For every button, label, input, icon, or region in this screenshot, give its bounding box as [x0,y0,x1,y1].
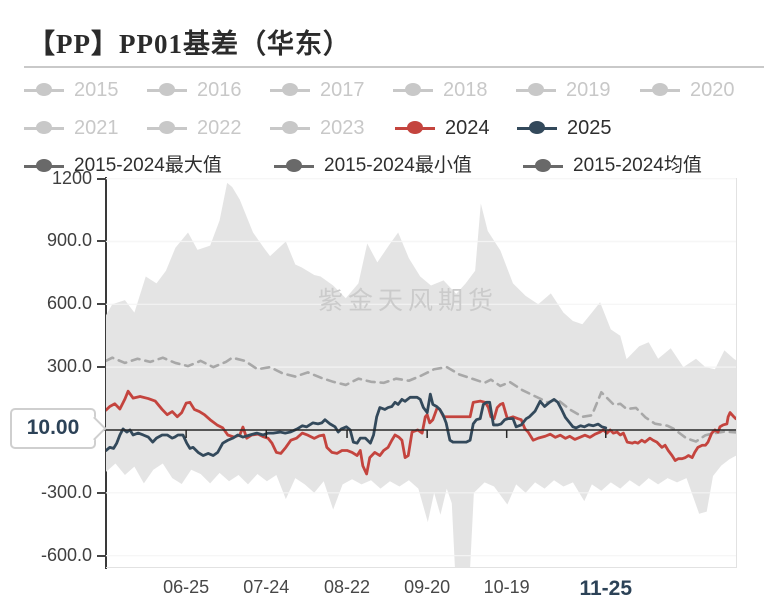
legend-marker-icon [517,120,557,136]
y-axis-label--600: -600.0 [40,544,92,565]
legend-marker-icon [270,120,310,136]
series-2025-line [106,392,608,457]
x-axis-label-08-22: 08-22 [324,577,371,597]
series-mean-line [106,356,737,443]
legend-marker-icon [24,82,64,98]
title-separator [24,66,764,68]
legend-marker-icon [395,120,435,136]
x-axis-label-11-25: 11-25 [579,577,633,600]
y-axis-label-600: 600.0 [46,293,92,314]
legend-item-2015-2024最小值[interactable]: 2015-2024最小值 [274,153,472,179]
legend-row-1: 2015 2016 2017 2018 2019 2020 [0,77,784,103]
y-axis-label--300: -300.0 [40,481,92,502]
legend-label: 2016 [197,79,242,101]
legend-label: 2018 [443,79,488,101]
legend-marker-icon [24,120,64,136]
legend-label: 2025 [567,117,612,139]
legend-row-3: 2015-2024最大值 2015-2024最小值 2015-2024均值 [0,153,784,179]
legend-label: 2015-2024均值 [573,155,702,176]
legend-item-2020[interactable]: 2020 [640,77,735,103]
y-axis-tick [97,303,106,306]
legend-item-2016[interactable]: 2016 [147,77,242,103]
legend-marker-icon [516,82,556,98]
legend-label: 2015-2024最小值 [324,155,472,176]
plot-bottom-border [106,567,737,568]
plot-right-border [736,178,737,568]
legend-marker-icon [270,82,310,98]
legend-marker-icon [640,82,680,98]
legend-label: 2020 [690,79,735,101]
legend-label: 2021 [74,117,119,139]
x-axis-label-06-25: 06-25 [163,577,210,597]
current-value-tag: 10.00 [10,407,107,449]
legend-marker-icon [24,158,64,174]
legend-label: 2023 [320,117,365,139]
y-axis-label-300: 300.0 [46,356,92,377]
y-axis-tick [97,554,106,557]
tag-arrow-icon [82,416,107,441]
legend-label: 2015-2024最大值 [74,155,222,176]
y-axis-tick [97,491,106,494]
legend-marker-icon [147,82,187,98]
legend-item-2017[interactable]: 2017 [270,77,365,103]
y-axis-label-900: 900.0 [46,230,92,251]
legend-item-2024[interactable]: 2024 [395,115,490,141]
y-axis-tick [97,240,106,243]
legend-item-2019[interactable]: 2019 [516,77,611,103]
current-value-text: 10.00 [26,416,80,440]
legend-item-2018[interactable]: 2018 [393,77,488,103]
legend-label: 2019 [566,79,611,101]
legend-item-2015[interactable]: 2015 [24,77,119,103]
x-axis-label-10-19: 10-19 [483,577,530,597]
y-axis-tick [97,177,106,180]
legend-marker-icon [274,158,314,174]
legend-item-2025[interactable]: 2025 [517,115,612,141]
legend-marker-icon [393,82,433,98]
legend-item-2021[interactable]: 2021 [24,115,119,141]
watermark: 紫金天风期货 [318,287,499,315]
legend-label: 2022 [197,117,242,139]
y-axis-label-1200: 1200 [51,167,92,188]
legend-row-2: 2021 2022 2023 2024 2025 [0,115,784,141]
legend-label: 2015 [74,79,119,101]
chart-plot-area [106,178,737,568]
y-axis-tick [97,366,106,369]
x-axis-label-09-20: 09-20 [404,577,451,597]
legend-label: 2017 [320,79,365,101]
legend-item-2015-2024最大值[interactable]: 2015-2024最大值 [24,153,222,179]
legend-label: 2024 [445,117,490,139]
x-axis-label-07-24: 07-24 [243,577,290,597]
legend-marker-icon [147,120,187,136]
legend-item-2022[interactable]: 2022 [147,115,242,141]
legend-marker-icon [523,158,563,174]
legend-item-2023[interactable]: 2023 [270,115,365,141]
page-title: 【PP】PP01基差（华东） [28,29,351,59]
legend-item-2015-2024均值[interactable]: 2015-2024均值 [523,153,702,179]
